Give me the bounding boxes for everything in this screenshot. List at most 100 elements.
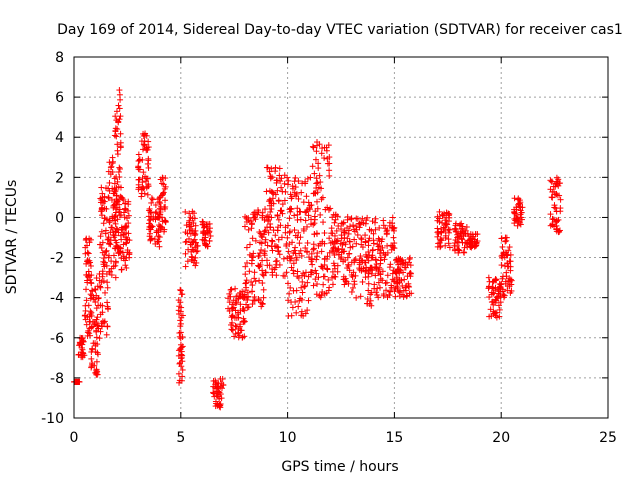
data-point bbox=[78, 354, 85, 361]
data-point bbox=[255, 252, 262, 259]
y-tick-label: 2 bbox=[55, 170, 64, 186]
data-point bbox=[135, 158, 142, 165]
data-point bbox=[88, 280, 95, 287]
data-point bbox=[245, 304, 252, 311]
data-point bbox=[350, 222, 357, 229]
data-point bbox=[552, 191, 559, 198]
data-point bbox=[104, 303, 111, 310]
data-point bbox=[278, 184, 285, 191]
data-point bbox=[85, 250, 92, 257]
data-point bbox=[161, 217, 168, 224]
data-point bbox=[518, 214, 525, 221]
data-point bbox=[249, 254, 256, 261]
data-point bbox=[358, 257, 365, 264]
data-point bbox=[434, 225, 441, 232]
data-point bbox=[287, 205, 294, 212]
data-point bbox=[274, 244, 281, 251]
data-point bbox=[148, 235, 155, 242]
data-point bbox=[76, 342, 83, 349]
data-point bbox=[496, 306, 503, 313]
data-point bbox=[98, 208, 105, 215]
data-point bbox=[364, 300, 371, 307]
data-point bbox=[287, 255, 294, 262]
data-point bbox=[493, 294, 500, 301]
data-point bbox=[402, 259, 409, 266]
data-point bbox=[252, 237, 259, 244]
data-point bbox=[519, 204, 526, 211]
data-point bbox=[345, 227, 352, 234]
data-point bbox=[297, 295, 304, 302]
data-point bbox=[356, 220, 363, 227]
data-point bbox=[326, 160, 333, 167]
data-point bbox=[305, 199, 312, 206]
data-point bbox=[349, 243, 356, 250]
data-point bbox=[308, 250, 315, 257]
data-point bbox=[373, 289, 380, 296]
data-point bbox=[503, 269, 510, 276]
data-point bbox=[229, 313, 236, 320]
y-tick-label: -6 bbox=[50, 331, 64, 347]
data-point bbox=[122, 223, 129, 230]
data-point bbox=[179, 358, 186, 365]
data-point bbox=[497, 299, 504, 306]
data-point bbox=[341, 234, 348, 241]
data-point bbox=[275, 236, 282, 243]
data-point bbox=[358, 235, 365, 242]
data-point bbox=[84, 329, 91, 336]
data-point bbox=[125, 220, 132, 227]
data-point bbox=[456, 247, 463, 254]
data-point bbox=[290, 249, 297, 256]
data-point bbox=[148, 199, 155, 206]
data-point bbox=[351, 228, 358, 235]
data-point bbox=[310, 246, 317, 253]
data-point bbox=[338, 226, 345, 233]
data-point bbox=[124, 207, 131, 214]
data-point bbox=[319, 263, 326, 270]
data-point bbox=[145, 164, 152, 171]
data-point bbox=[110, 203, 117, 210]
data-point bbox=[117, 130, 124, 137]
data-point bbox=[376, 224, 383, 231]
data-point bbox=[259, 271, 266, 278]
data-point bbox=[499, 288, 506, 295]
data-point bbox=[291, 178, 298, 185]
data-point bbox=[319, 288, 326, 295]
data-point bbox=[263, 188, 270, 195]
data-point bbox=[331, 262, 338, 269]
data-point bbox=[162, 197, 169, 204]
data-point bbox=[111, 175, 118, 182]
data-point bbox=[282, 188, 289, 195]
data-point bbox=[113, 225, 120, 232]
chart-title: Day 169 of 2014, Sidereal Day-to-day VTE… bbox=[57, 22, 623, 38]
data-point bbox=[340, 276, 347, 283]
data-point bbox=[203, 227, 210, 234]
data-point bbox=[116, 201, 123, 208]
data-point bbox=[189, 215, 196, 222]
data-point bbox=[445, 226, 452, 233]
data-point bbox=[345, 261, 352, 268]
data-point bbox=[114, 198, 121, 205]
data-point bbox=[394, 284, 401, 291]
data-point bbox=[503, 237, 510, 244]
data-point bbox=[123, 240, 130, 247]
data-point bbox=[350, 269, 357, 276]
data-point bbox=[97, 199, 104, 206]
data-point bbox=[308, 268, 315, 275]
data-point bbox=[368, 302, 375, 309]
data-point bbox=[404, 292, 411, 299]
data-point bbox=[506, 244, 513, 251]
data-point bbox=[377, 284, 384, 291]
data-point bbox=[347, 223, 354, 230]
data-point bbox=[273, 177, 280, 184]
data-point bbox=[148, 224, 155, 231]
data-point bbox=[256, 277, 263, 284]
data-point bbox=[237, 301, 244, 308]
data-point bbox=[182, 250, 189, 257]
data-point bbox=[178, 363, 185, 370]
data-point bbox=[329, 281, 336, 288]
data-point bbox=[144, 160, 151, 167]
data-point bbox=[294, 211, 301, 218]
data-point bbox=[310, 245, 317, 252]
data-point bbox=[389, 214, 396, 221]
data-point bbox=[203, 221, 210, 228]
